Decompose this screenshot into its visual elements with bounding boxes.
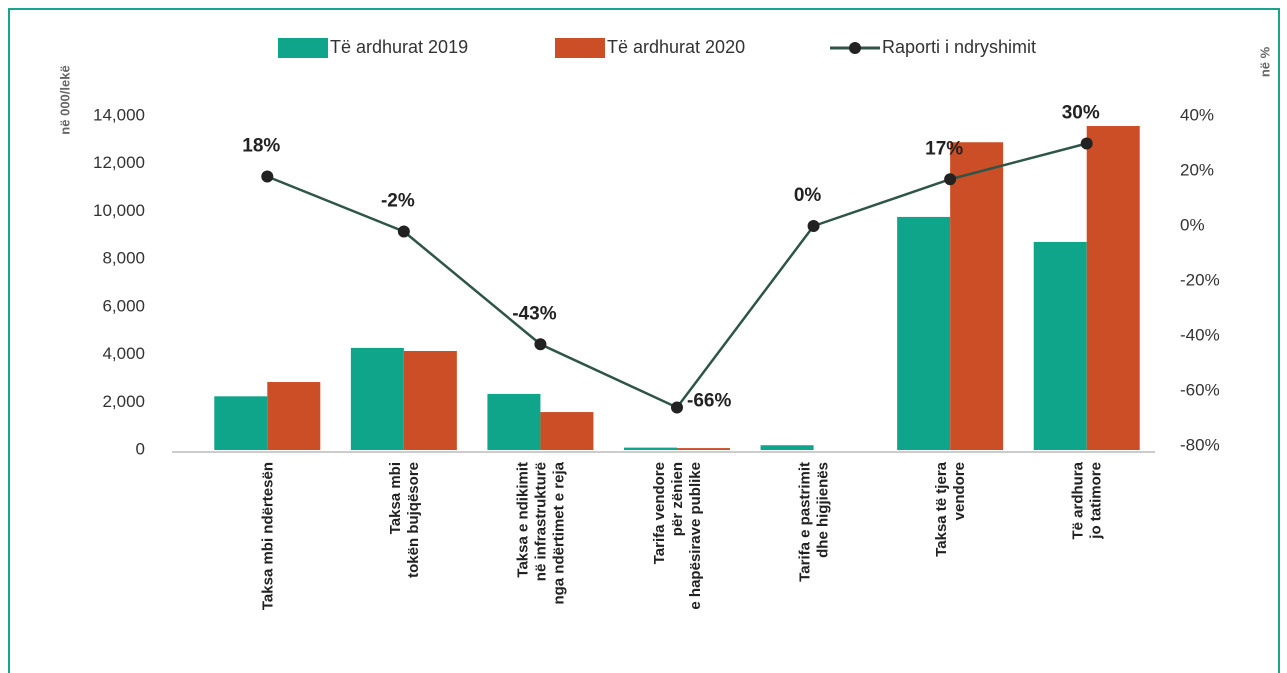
- bar: [897, 216, 951, 450]
- bar: [403, 350, 457, 450]
- data-label: -2%: [381, 191, 415, 212]
- y-tick-label: 8,000: [102, 249, 145, 268]
- y2-tick-label: -20%: [1180, 270, 1220, 289]
- frame: [8, 8, 1280, 673]
- y-tick-label: 2,000: [102, 392, 145, 411]
- y2-tick-label: 20%: [1180, 160, 1214, 179]
- data-label: 18%: [242, 136, 280, 157]
- y-tick-label: 14,000: [93, 105, 145, 124]
- bar: [624, 447, 677, 450]
- y-axis-title: në 000/lekë: [57, 65, 72, 134]
- y-tick-label: 12,000: [93, 153, 145, 172]
- y-tick-label: 4,000: [102, 344, 145, 363]
- line-marker: [261, 170, 274, 183]
- x-tick-label: Tarifa vendorepër zëniene hapësirave pub…: [651, 462, 704, 610]
- line-marker: [1080, 137, 1093, 150]
- y2-tick-label: -60%: [1180, 380, 1220, 399]
- legend-swatch: [849, 42, 861, 54]
- bar: [487, 393, 541, 450]
- data-label: 17%: [925, 138, 963, 159]
- bar: [214, 396, 268, 450]
- y2-axis-title: në %: [1257, 46, 1272, 77]
- x-tick-label: Të ardhurajo tatimore: [1070, 461, 1105, 539]
- data-label: -43%: [512, 303, 556, 324]
- line-marker: [534, 338, 547, 351]
- bar: [350, 347, 404, 450]
- bar: [267, 382, 321, 450]
- legend-label: Të ardhurat 2020: [607, 37, 745, 57]
- y2-tick-label: 0%: [1180, 215, 1205, 234]
- legend-swatch: [278, 38, 328, 58]
- y-tick-label: 6,000: [102, 296, 145, 315]
- bar: [760, 445, 814, 450]
- line-marker: [397, 225, 410, 238]
- x-tick-label: Taksa mbi ndërtesën: [259, 462, 276, 610]
- y2-tick-label: -80%: [1180, 435, 1220, 454]
- x-tick-label: Tarifa e pastrimitdhe higjienës: [797, 462, 832, 582]
- bar: [540, 412, 594, 450]
- bar: [950, 142, 1004, 450]
- y2-tick-label: -40%: [1180, 325, 1220, 344]
- bar: [1033, 241, 1087, 450]
- data-label: 30%: [1062, 103, 1100, 124]
- x-tick-label: Taksa të tjeravendore: [933, 461, 968, 556]
- line-marker: [671, 401, 683, 414]
- x-tick-label: Taksa e ndikimitnë infrastrukturënga ndë…: [514, 461, 567, 604]
- y-tick-label: 0: [136, 439, 145, 458]
- legend-label: Raporti i ndryshimit: [882, 37, 1036, 57]
- y2-tick-label: 40%: [1180, 105, 1214, 124]
- x-tick-label: Taksa mbitokën bujqësore: [387, 462, 422, 578]
- line-marker: [944, 173, 957, 186]
- y-tick-label: 10,000: [93, 201, 145, 220]
- line-marker: [807, 220, 820, 232]
- bar: [677, 448, 730, 450]
- bar: [1086, 126, 1140, 451]
- data-label: -66%: [687, 391, 731, 412]
- legend-swatch: [555, 38, 605, 58]
- legend-label: Të ardhurat 2019: [330, 37, 468, 57]
- data-label: 0%: [794, 185, 822, 206]
